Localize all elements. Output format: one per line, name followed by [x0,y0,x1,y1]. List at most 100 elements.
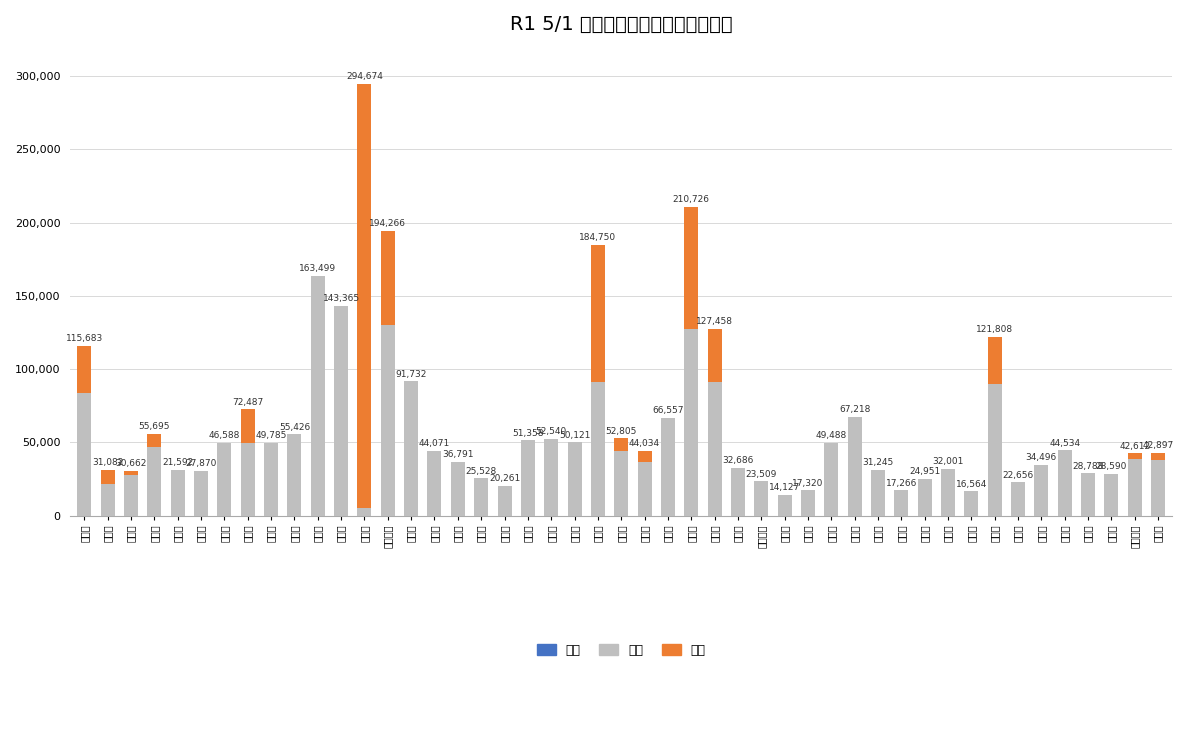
Bar [661,418,675,515]
Text: 51,358: 51,358 [512,428,543,437]
Bar [148,434,162,447]
Bar [520,440,535,515]
Text: 55,426: 55,426 [279,422,310,431]
Bar [637,451,651,461]
Bar [148,447,162,515]
Bar [685,329,698,515]
Bar [544,439,559,515]
Bar [241,443,255,515]
Text: 27,870: 27,870 [186,459,217,468]
Bar [615,438,628,451]
Text: 49,488: 49,488 [816,431,847,440]
Bar [731,467,744,515]
Text: 31,245: 31,245 [862,458,893,467]
Bar [77,392,92,515]
Title: R1 5/1 都道府県別全日制高校生徒数: R1 5/1 都道府県別全日制高校生徒数 [510,15,732,34]
Bar [287,434,301,515]
Bar [778,495,792,515]
Text: 24,951: 24,951 [909,467,941,476]
Bar [335,306,348,515]
Text: 36,791: 36,791 [442,450,474,459]
Text: 52,540: 52,540 [536,427,567,436]
Text: 50,121: 50,121 [559,431,591,440]
Bar [381,231,394,325]
Text: 67,218: 67,218 [838,405,871,414]
Text: 28,590: 28,590 [1096,462,1127,471]
Bar [1058,450,1072,515]
Text: 121,808: 121,808 [977,326,1014,335]
Text: 32,686: 32,686 [722,456,754,465]
Bar [170,470,185,515]
Bar [1151,460,1165,515]
Text: 72,487: 72,487 [232,398,263,407]
Bar [941,469,955,515]
Bar [871,470,885,515]
Bar [591,382,605,515]
Bar [894,491,909,515]
Bar [264,443,278,515]
Bar [428,451,442,515]
Text: 163,499: 163,499 [299,264,336,273]
Text: 23,509: 23,509 [746,470,777,479]
Text: 184,750: 184,750 [579,233,617,242]
Text: 66,557: 66,557 [653,407,684,416]
Bar [615,451,628,515]
Text: 32,001: 32,001 [933,457,964,466]
Text: 25,528: 25,528 [466,467,497,476]
Bar [987,384,1002,515]
Bar [498,486,511,515]
Text: 14,127: 14,127 [769,483,800,492]
Bar [848,417,861,515]
Text: 127,458: 127,458 [696,317,734,327]
Bar [381,325,394,515]
Bar [568,442,581,515]
Text: 44,071: 44,071 [419,440,450,449]
Bar [965,491,978,515]
Bar [194,470,208,515]
Bar [101,470,114,484]
Text: 17,320: 17,320 [792,479,824,488]
Text: 34,496: 34,496 [1025,453,1058,462]
Bar [404,381,418,515]
Text: 52,805: 52,805 [605,427,637,436]
Bar [987,337,1002,384]
Text: 28,788: 28,788 [1072,462,1104,471]
Text: 46,588: 46,588 [208,431,241,440]
Text: 143,365: 143,365 [323,294,360,303]
Bar [824,443,838,515]
Bar [1011,482,1025,515]
Text: 17,266: 17,266 [886,479,917,488]
Bar [357,509,372,515]
Text: 55,695: 55,695 [138,422,170,431]
Bar [1151,452,1165,460]
Text: 21,592: 21,592 [162,458,193,467]
Bar [754,481,768,515]
Bar [591,245,605,382]
Text: 44,534: 44,534 [1049,439,1080,448]
Text: 30,662: 30,662 [116,459,146,468]
Bar [685,207,698,329]
Text: 42,612: 42,612 [1120,442,1151,451]
Bar [451,461,464,515]
Legend: 国立, 公立, 私立: 国立, 公立, 私立 [532,639,711,662]
Text: 22,656: 22,656 [1003,471,1034,480]
Text: 42,897: 42,897 [1142,441,1173,450]
Bar [802,491,815,515]
Bar [707,382,722,515]
Bar [474,478,488,515]
Bar [637,461,651,515]
Bar [124,470,138,475]
Bar [1104,473,1118,515]
Text: 210,726: 210,726 [673,195,710,204]
Text: 16,564: 16,564 [955,479,987,488]
Text: 49,785: 49,785 [255,431,287,440]
Text: 44,034: 44,034 [629,440,660,449]
Text: 115,683: 115,683 [66,335,102,344]
Bar [1081,473,1095,515]
Text: 194,266: 194,266 [369,219,406,228]
Text: 91,732: 91,732 [395,369,426,378]
Text: 20,261: 20,261 [488,474,520,483]
Text: 294,674: 294,674 [347,72,382,81]
Bar [311,276,325,515]
Bar [707,329,722,382]
